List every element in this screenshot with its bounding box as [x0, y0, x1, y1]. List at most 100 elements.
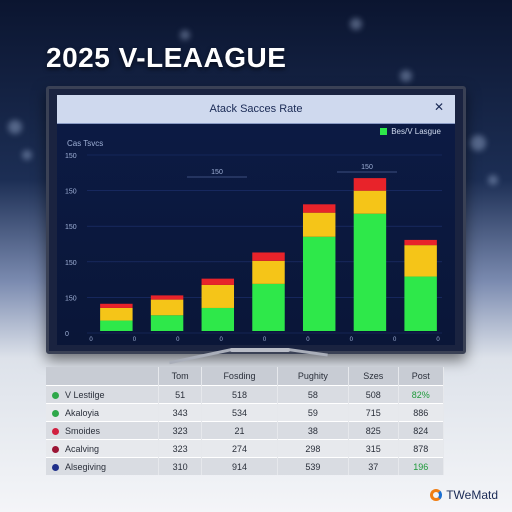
table-header-cell: Tom [158, 367, 203, 386]
table-header-cell [46, 367, 159, 386]
team-dot-icon [52, 409, 59, 417]
bar-segment [353, 178, 387, 191]
bar-segment [201, 307, 235, 331]
table-cell: 315 [348, 439, 399, 458]
bar-segment [404, 245, 437, 277]
brand-logo: TWeMatd [430, 488, 498, 502]
annotation-label: 150 [361, 164, 373, 171]
x-tick-label: 0 [89, 337, 93, 343]
logo-icon [430, 489, 443, 501]
table-cell: 59 [277, 403, 349, 422]
x-tick-label: 0 [393, 337, 397, 343]
team-name-cell: V Lestilge [46, 385, 159, 404]
headline: 2025 V-LEAAGUE [46, 42, 287, 73]
table-cell: 38 [277, 421, 349, 440]
bokeh-light [22, 150, 32, 160]
table-cell: 539 [277, 457, 349, 475]
bar-segment [302, 212, 336, 237]
table-cell: 534 [201, 403, 278, 422]
y-tick-label: 150 [65, 295, 77, 302]
logo-text: TWeMatd [446, 488, 498, 502]
bar-segment [404, 276, 437, 331]
table-cell: 914 [201, 457, 278, 475]
table-cell: 878 [398, 439, 445, 458]
bar-segment [100, 320, 133, 331]
table-cell: 310 [158, 457, 203, 475]
chart-screen: Atack Sacces Rate ✕ Bes/V Lasgue Cas Tsv… [57, 95, 455, 345]
table-cell: 298 [277, 439, 349, 458]
team-dot-icon [52, 391, 59, 399]
table-cell: 21 [201, 421, 278, 440]
annotation-label: 150 [211, 169, 223, 176]
stand-base [230, 348, 290, 352]
team-dot-icon [52, 463, 59, 471]
table-header-cell: Pughity [277, 367, 349, 386]
bar-segment [150, 295, 184, 300]
bar-segment [150, 315, 184, 331]
table-cell: 323 [158, 421, 203, 440]
y-tick-label: 150 [65, 153, 77, 160]
table-header-cell: Szes [348, 367, 399, 386]
bar-segment [252, 260, 285, 284]
bar-segment [353, 190, 387, 214]
close-icon[interactable]: ✕ [433, 100, 445, 114]
bar-segment [404, 239, 437, 246]
monitor: Atack Sacces Rate ✕ Bes/V Lasgue Cas Tsv… [46, 86, 466, 354]
table-row: Acalving 323 274 298 315 878 [46, 439, 445, 458]
bokeh-light [350, 18, 362, 30]
bar-segment [252, 252, 285, 261]
table-header-cell: Fosding [201, 367, 278, 386]
bokeh-light [8, 120, 22, 134]
bar-segment [302, 236, 336, 331]
table-cell: 323 [158, 439, 203, 458]
table-cell: 518 [201, 385, 278, 404]
bar-segment [353, 213, 387, 331]
y-tick-label: 0 [65, 331, 69, 338]
stacked-bar-chart: 150 150 150 150 150 0 150 150 0 0 0 0 0 0 0 0 0 [65, 153, 442, 343]
stats-table: Tom Fosding Pughity Szes Post V Lestilge 51 51… [46, 367, 445, 475]
team-name: V Lestilge [65, 389, 105, 400]
y-axis-title: Cas Tsvcs [67, 139, 104, 148]
bar-segment [100, 307, 133, 321]
table-cell: 274 [201, 439, 278, 458]
bar-segment [201, 284, 235, 308]
bar-segment [100, 303, 133, 308]
table-cell: 37 [348, 457, 399, 475]
x-tick-label: 0 [263, 337, 267, 343]
table-header-cell: Post [398, 367, 445, 386]
table-cell: 51 [158, 385, 203, 404]
table-cell: 196 [398, 457, 445, 475]
table-row: Akaloyia 343 534 59 715 886 [46, 403, 445, 422]
table-cell: 508 [348, 385, 399, 404]
y-tick-label: 150 [65, 224, 77, 231]
bar-segment [252, 283, 285, 331]
x-tick-label: 0 [306, 337, 310, 343]
bar-segment [150, 299, 184, 316]
screen-title-bar: Atack Sacces Rate ✕ [57, 95, 455, 124]
table-header-row: Tom Fosding Pughity Szes Post [46, 367, 445, 386]
table-cell: 343 [158, 403, 203, 422]
team-name: Acalving [65, 443, 100, 454]
team-name: Akaloyia [65, 407, 100, 418]
table-row: Smoides 323 21 38 825 824 [46, 421, 445, 440]
bokeh-light [400, 70, 412, 82]
table-row: V Lestilge 51 518 58 508 82% [46, 385, 445, 404]
bar-segment [302, 204, 336, 213]
team-dot-icon [52, 427, 59, 435]
x-tick-label: 0 [436, 337, 440, 343]
team-dot-icon [52, 445, 59, 453]
team-name-cell: Akaloyia [46, 403, 159, 422]
legend-swatch [380, 128, 388, 135]
chart-legend: Bes/V Lasgue [380, 127, 441, 136]
team-name-cell: Alsegiving [46, 457, 159, 475]
table-row: Alsegiving 310 914 539 37 196 [46, 457, 445, 475]
chart-title: Atack Sacces Rate [209, 103, 303, 115]
bokeh-light [180, 30, 190, 40]
table-cell: 824 [398, 421, 445, 440]
legend-label: Bes/V Lasgue [391, 127, 441, 136]
table-cell: 886 [398, 403, 445, 422]
table-cell: 82% [398, 385, 445, 404]
y-tick-label: 150 [65, 189, 77, 196]
y-tick-label: 150 [65, 260, 77, 267]
bar-segment [201, 278, 235, 285]
